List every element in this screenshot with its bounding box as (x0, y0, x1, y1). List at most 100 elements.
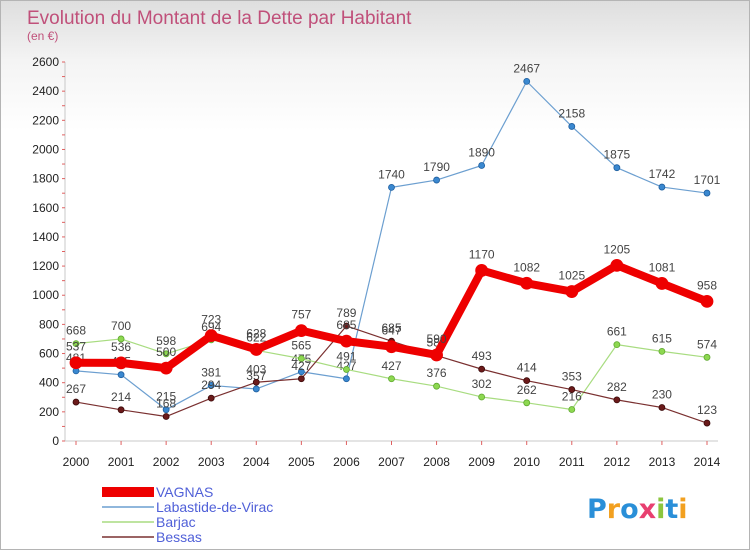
logo-letter: o (620, 494, 639, 525)
data-point (433, 382, 440, 390)
data-label: 2158 (558, 106, 585, 120)
data-label: 216 (562, 390, 582, 404)
data-label: 414 (517, 361, 537, 375)
y-tick-label: 400 (39, 376, 59, 390)
data-label: 647 (381, 324, 401, 338)
legend-swatch (102, 487, 154, 497)
data-point (478, 365, 486, 373)
data-label: 215 (156, 390, 176, 404)
data-label: 123 (697, 403, 717, 417)
data-label: 376 (427, 366, 447, 380)
data-point (117, 335, 125, 343)
data-point (478, 393, 486, 401)
data-point (69, 356, 83, 370)
data-point (297, 368, 305, 376)
x-tick-label: 2000 (63, 455, 90, 469)
legend-item: Barjac (102, 514, 196, 530)
data-label: 230 (652, 387, 672, 401)
data-point (117, 371, 125, 379)
data-label: 294 (201, 378, 221, 392)
data-point (703, 353, 711, 361)
data-label: 168 (156, 397, 176, 411)
data-label: 427 (336, 359, 356, 373)
data-label: 262 (517, 383, 537, 397)
data-point (385, 340, 398, 354)
axes: 0 200 400 600 800 1000 1200 1400 1600 1800 2000 220… (32, 55, 720, 469)
data-label: 537 (66, 340, 86, 354)
logo-letter: i (656, 494, 665, 525)
data-label: 2467 (513, 61, 540, 75)
data-point (297, 355, 305, 363)
data-point (162, 413, 170, 420)
y-tick-label: 1000 (32, 288, 59, 302)
x-tick-label: 2014 (694, 455, 721, 469)
data-point (340, 334, 353, 348)
data-label: 1082 (513, 260, 540, 274)
data-label: 282 (607, 380, 627, 394)
x-tick-label: 2013 (649, 455, 676, 469)
logo-letter: t (665, 494, 678, 525)
data-label: 1170 (469, 247, 495, 261)
data-label: 723 (201, 313, 221, 327)
data-point (523, 399, 531, 407)
legend-label: Labastide-de-Virac (156, 499, 273, 515)
data-point (72, 398, 80, 406)
data-point (207, 394, 215, 402)
data-point (343, 322, 350, 330)
data-label: 427 (291, 359, 311, 373)
series-layer: 4814552153813574754271740179018902467215… (66, 61, 721, 427)
data-point (204, 329, 218, 343)
data-point (117, 406, 125, 414)
data-label: 958 (697, 278, 717, 292)
data-label: 598 (156, 334, 176, 348)
logo-letter: P (587, 494, 607, 525)
data-point (388, 183, 395, 191)
data-label: 574 (697, 337, 717, 351)
legend-label: Bessas (156, 529, 202, 545)
data-point (613, 396, 621, 404)
data-label: 1740 (378, 167, 405, 181)
data-label: 1025 (558, 269, 585, 283)
data-label: 685 (336, 318, 356, 332)
data-label: 668 (66, 324, 86, 338)
y-tick-label: 2600 (32, 55, 59, 69)
data-point (610, 258, 624, 272)
data-label: 381 (201, 365, 221, 379)
x-tick-label: 2012 (604, 455, 631, 469)
data-point (478, 162, 486, 169)
data-point (655, 277, 669, 290)
data-point (658, 183, 666, 191)
logo-letter: r (607, 494, 621, 525)
data-point (343, 375, 350, 383)
y-tick-label: 1600 (32, 201, 59, 215)
data-label: 493 (472, 349, 492, 363)
y-tick-label: 800 (39, 317, 59, 331)
y-tick-label: 1400 (32, 230, 59, 244)
data-point (475, 264, 489, 277)
y-tick-label: 2000 (32, 142, 59, 156)
data-label: 700 (111, 319, 131, 333)
data-label: 694 (201, 320, 221, 334)
data-point (568, 123, 576, 130)
y-tick-label: 600 (39, 347, 59, 361)
data-point (613, 341, 621, 349)
x-tick-label: 2008 (423, 455, 450, 469)
data-label: 565 (291, 339, 311, 353)
data-point (252, 378, 260, 386)
x-tick-label: 2010 (513, 455, 540, 469)
logo-letter: x (639, 494, 656, 525)
data-point (159, 361, 173, 375)
data-point (430, 348, 443, 362)
data-point (703, 189, 711, 197)
legend-item: VAGNAS (102, 484, 213, 500)
data-label: 267 (66, 382, 86, 396)
legend-item: Labastide-de-Virac (102, 499, 273, 515)
data-label: 403 (246, 362, 266, 376)
data-label: 757 (291, 308, 311, 322)
legend-item: Bessas (102, 529, 202, 545)
data-point (294, 324, 308, 338)
logo-letter: i (678, 494, 687, 525)
data-label: 536 (111, 340, 131, 354)
